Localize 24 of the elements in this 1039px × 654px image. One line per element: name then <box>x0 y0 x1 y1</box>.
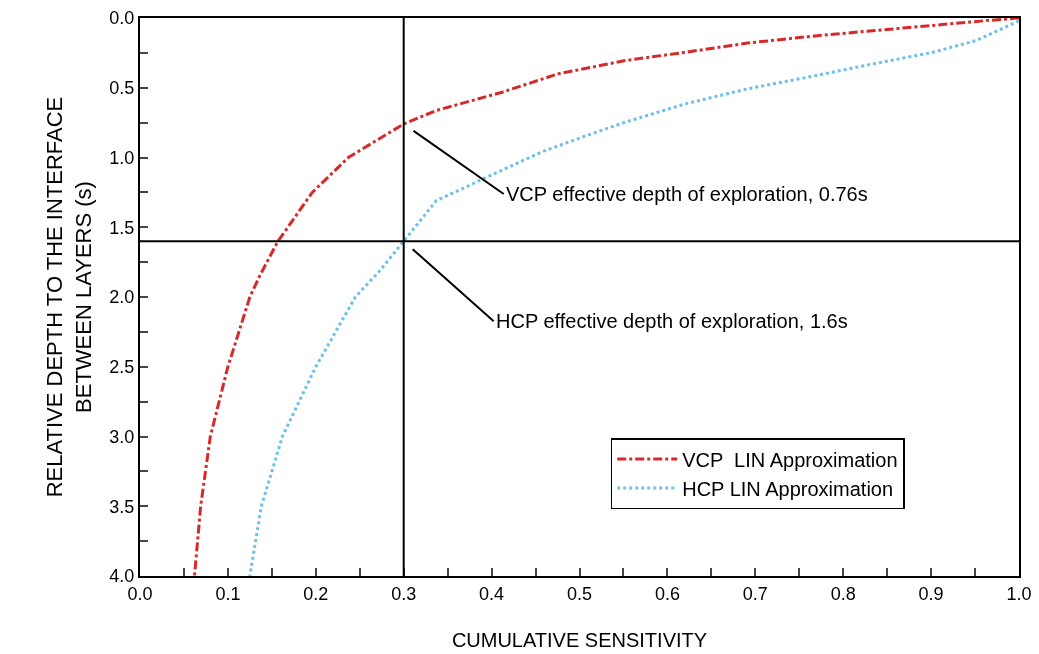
y-tick-label: 0.5 <box>109 78 135 99</box>
annotation: HCP effective depth of exploration, 1.6s <box>496 310 848 332</box>
x-axis-title: CUMULATIVE SENSITIVITY <box>451 629 708 651</box>
x-tick-label: 0.9 <box>918 583 944 604</box>
x-tick-label: 0.7 <box>742 583 768 604</box>
y-tick-label: 3.5 <box>109 496 135 517</box>
legend-label: HCP LIN Approximation <box>682 477 894 500</box>
x-tick-label: 0.4 <box>479 583 505 604</box>
x-tick-label: 0.6 <box>654 583 680 604</box>
x-tick-label: 0.8 <box>830 583 856 604</box>
x-tick-label: 1.0 <box>1006 583 1032 604</box>
y-tick-label: 1.5 <box>109 217 135 238</box>
y-tick-label: 0.0 <box>109 8 135 29</box>
y-tick-label: 3.0 <box>109 426 135 447</box>
y-tick-label: 1.0 <box>109 147 135 168</box>
x-tick-label: 0.5 <box>566 583 593 604</box>
y-tick-label: 2.5 <box>109 357 135 378</box>
legend-label: VCP LIN Approximation <box>682 448 898 471</box>
y-tick-label: 2.0 <box>109 287 135 308</box>
y-axis-title: RELATIVE DEPTH TO THE INTERFACE BETWEEN LAYERS (s) <box>42 96 96 498</box>
x-tick-label: 0.1 <box>215 583 241 604</box>
x-tick-label: 0.2 <box>303 583 329 604</box>
annotation: VCP effective depth of exploration, 0.76s <box>506 183 868 205</box>
x-tick-label: 0.3 <box>391 583 417 604</box>
